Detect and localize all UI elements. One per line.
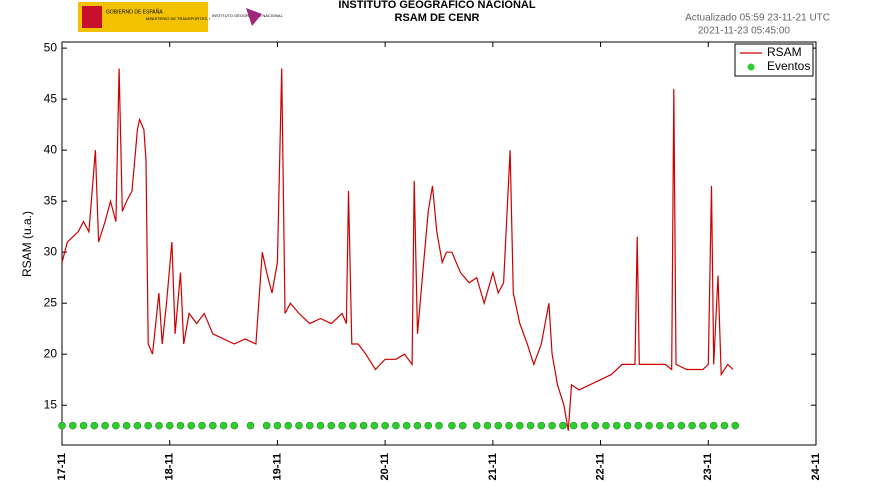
event-dot bbox=[133, 421, 142, 430]
y-tick-label: 25 bbox=[44, 295, 58, 309]
event-dot bbox=[688, 421, 696, 430]
annotation: Actualizado 05:59 23-11-21 UTC bbox=[685, 13, 830, 24]
event-dot bbox=[424, 421, 433, 430]
rsam-line bbox=[61, 68, 734, 431]
event-dot bbox=[731, 421, 740, 430]
event-dot bbox=[559, 421, 567, 430]
x-tick-label: 24-11 bbox=[810, 453, 822, 481]
event-dot bbox=[666, 421, 675, 430]
event-dot bbox=[209, 421, 217, 430]
logo-text: INSTITUTO GEOGRÁFICO NACIONAL bbox=[212, 13, 284, 18]
event-dot bbox=[580, 421, 589, 430]
legend-box bbox=[734, 43, 814, 77]
event-dot bbox=[273, 421, 282, 430]
event-dot bbox=[219, 421, 228, 430]
event-dot bbox=[709, 421, 718, 430]
event-dot bbox=[602, 421, 610, 430]
event-dot bbox=[338, 421, 346, 430]
event-dot bbox=[262, 421, 271, 430]
event-dot bbox=[591, 421, 599, 430]
x-tick-label: 21-11 bbox=[487, 453, 499, 481]
event-dot bbox=[176, 421, 185, 430]
event-dot bbox=[548, 421, 556, 430]
logo-text: GOBIERNO DE ESPAÑA bbox=[106, 8, 163, 15]
event-dot bbox=[165, 421, 174, 430]
logo-icon bbox=[246, 8, 262, 26]
event-dot bbox=[699, 421, 707, 430]
event-dot bbox=[79, 421, 88, 430]
legend-swatch bbox=[747, 63, 755, 71]
event-dot bbox=[494, 421, 503, 430]
event-dot bbox=[645, 421, 653, 430]
chart-title: INSTITUTO GEOGRÁFICO NACIONAL bbox=[338, 0, 535, 11]
chart-subtitle: RSAM DE CENR bbox=[395, 12, 480, 24]
event-dot bbox=[305, 421, 314, 430]
event-dot bbox=[505, 421, 513, 430]
event-dot bbox=[370, 421, 379, 430]
event-dot bbox=[623, 421, 632, 430]
x-tick-label: 20-11 bbox=[379, 453, 391, 481]
event-dot bbox=[526, 421, 535, 430]
x-tick-label: 19-11 bbox=[271, 453, 283, 481]
event-dot bbox=[58, 421, 66, 430]
logo-text: MINISTERIO DE TRANSPORTES, MOVILIDAD Y A… bbox=[146, 16, 271, 21]
y-tick-label: 20 bbox=[44, 346, 58, 360]
event-dot bbox=[392, 421, 400, 430]
event-dot bbox=[483, 421, 492, 430]
y-tick-label: 40 bbox=[44, 142, 58, 156]
event-dot bbox=[112, 421, 120, 430]
event-dot bbox=[472, 421, 481, 430]
legend-label: RSAM bbox=[767, 45, 802, 59]
event-dot bbox=[359, 421, 368, 430]
event-dot bbox=[198, 421, 206, 430]
event-dot bbox=[144, 421, 152, 430]
event-dot bbox=[316, 421, 325, 430]
event-dot bbox=[90, 421, 99, 430]
event-dot bbox=[413, 421, 422, 430]
event-dot bbox=[327, 421, 336, 430]
event-dot bbox=[677, 421, 686, 430]
event-dot bbox=[381, 421, 389, 430]
event-dot bbox=[230, 421, 239, 430]
event-dot bbox=[515, 421, 524, 430]
event-dot bbox=[284, 421, 293, 430]
event-dot bbox=[569, 421, 578, 430]
x-tick-label: 23-11 bbox=[702, 453, 714, 481]
logo-shield bbox=[82, 6, 102, 28]
event-dot bbox=[349, 421, 357, 430]
event-dot bbox=[295, 421, 303, 430]
event-dot bbox=[122, 421, 131, 430]
y-tick-label: 15 bbox=[44, 397, 58, 411]
y-tick-label: 35 bbox=[44, 193, 58, 207]
event-dot bbox=[155, 421, 163, 430]
event-dot bbox=[720, 421, 729, 430]
event-dot bbox=[435, 421, 443, 430]
plot-frame bbox=[61, 41, 817, 446]
event-dot bbox=[402, 421, 411, 430]
annotation: 2021-11-23 05:45:00 bbox=[698, 26, 791, 37]
event-dot bbox=[101, 421, 109, 430]
event-dot bbox=[187, 421, 196, 430]
y-tick-label: 50 bbox=[44, 40, 58, 54]
x-tick-label: 22-11 bbox=[594, 453, 606, 481]
event-dot bbox=[246, 421, 255, 430]
event-dot bbox=[634, 421, 643, 430]
logo-ign bbox=[210, 4, 278, 30]
y-tick-label: 45 bbox=[44, 91, 58, 105]
x-tick-label: 18-11 bbox=[164, 453, 176, 481]
legend-label: Eventos bbox=[767, 59, 810, 73]
event-dot bbox=[537, 421, 546, 430]
event-dot bbox=[656, 421, 664, 430]
event-dot bbox=[612, 421, 621, 430]
event-dot bbox=[68, 421, 77, 430]
event-dot bbox=[448, 421, 456, 430]
event-dot bbox=[458, 421, 467, 430]
y-axis-label: RSAM (u.a.) bbox=[20, 211, 34, 277]
y-tick-label: 30 bbox=[44, 244, 58, 258]
x-tick-label: 17-11 bbox=[56, 453, 68, 481]
